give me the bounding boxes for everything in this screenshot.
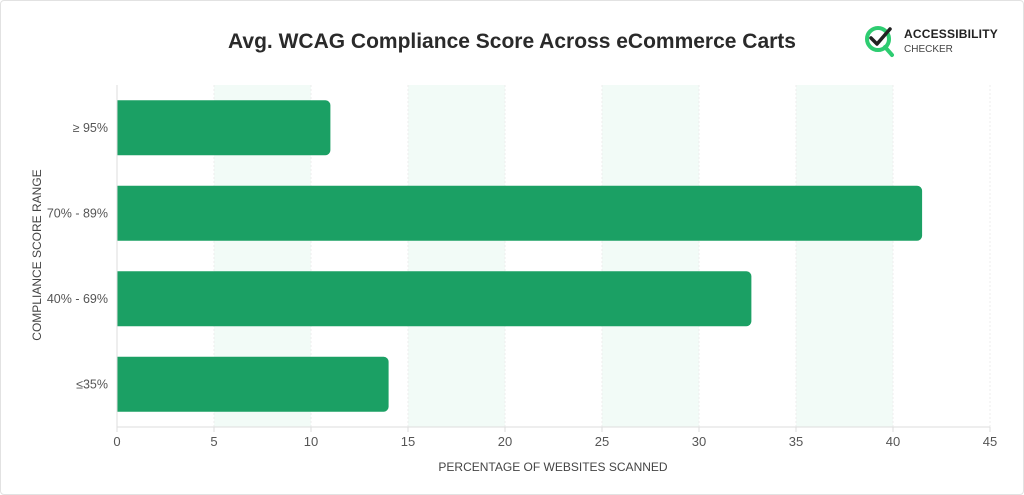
x-axis-title: PERCENTAGE OF WEBSITES SCANNED [438, 460, 667, 474]
x-tick-label: 40 [886, 434, 900, 449]
magnifier-check-icon [865, 26, 894, 57]
x-tick-label: 30 [692, 434, 706, 449]
x-tick-label: 10 [304, 434, 318, 449]
x-tick-label: 25 [595, 434, 609, 449]
y-axis-title: COMPLIANCE SCORE RANGE [30, 169, 44, 340]
grid-band [408, 85, 505, 427]
x-tick-label: 20 [498, 434, 512, 449]
logo-text: ACCESSIBILITY [904, 27, 998, 41]
x-tick-label: 5 [210, 434, 217, 449]
y-tick-label: ≥ 95% [73, 121, 108, 135]
logo: ACCESSIBILITY CHECKER [864, 24, 998, 58]
logo-subtext: CHECKER [904, 44, 953, 55]
x-tick-label: 0 [113, 434, 120, 449]
bar [117, 185, 923, 241]
x-tick-label: 45 [983, 434, 997, 449]
bar [117, 100, 331, 156]
grid-band [796, 85, 893, 427]
bar [117, 271, 752, 327]
bar [117, 356, 389, 412]
x-tick-label: 15 [401, 434, 415, 449]
y-tick-label: 70% - 89% [47, 206, 108, 220]
grid-band [602, 85, 699, 427]
x-tick-label: 35 [789, 434, 803, 449]
chart-title: Avg. WCAG Compliance Score Across eComme… [228, 30, 796, 53]
y-tick-label: ≤35% [76, 377, 108, 391]
y-tick-label: 40% - 69% [47, 292, 108, 306]
